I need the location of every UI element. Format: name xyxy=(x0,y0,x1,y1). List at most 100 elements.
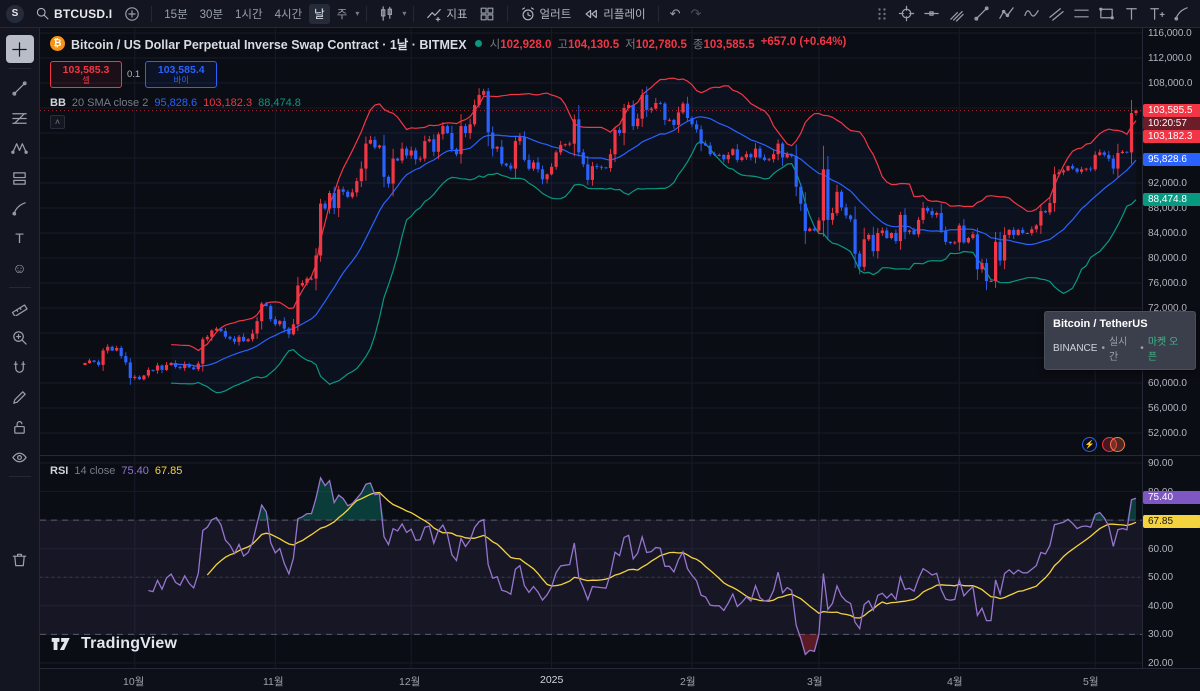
magnet-button[interactable] xyxy=(6,353,34,381)
buy-button[interactable]: 103,585.4 바이 xyxy=(145,61,217,88)
rectangle-tool-button[interactable] xyxy=(1094,3,1119,25)
alert-button[interactable]: 얼러트 xyxy=(515,4,577,24)
time-axis[interactable]: 10월11월12월20252월3월4월5월 xyxy=(40,668,1200,691)
rsi-chart-canvas[interactable] xyxy=(40,455,1142,668)
channel-tool-button[interactable] xyxy=(1044,3,1069,25)
pane-separator[interactable] xyxy=(40,455,1200,456)
text-tool-button[interactable] xyxy=(1119,3,1144,25)
rsi-legend-row[interactable]: RSI 14 close 75.40 67.85 xyxy=(50,465,182,477)
tooltip-exchange: BINANCE xyxy=(1053,343,1097,354)
indicators-button[interactable]: 지표 xyxy=(421,4,472,24)
sidebar-separator xyxy=(9,476,31,477)
zoom-in-button[interactable] xyxy=(6,323,34,351)
sidebar-separator xyxy=(9,68,31,69)
interval-dropdown-icon[interactable]: ▾ xyxy=(355,9,359,18)
lightning-icon[interactable]: ⚡ xyxy=(1082,437,1097,452)
remove-drawings-button[interactable] xyxy=(6,545,34,573)
indicators-icon xyxy=(426,6,442,22)
pitchfork-icon xyxy=(948,5,965,22)
replay-button[interactable]: 리플레이 xyxy=(578,4,650,24)
sidebar-separator xyxy=(9,287,31,288)
replay-icon xyxy=(583,6,599,22)
chart-type-button[interactable] xyxy=(374,3,399,25)
bb-upper-value: 103,182.3 xyxy=(203,97,252,109)
position-tool-icon xyxy=(11,170,28,187)
rectangle-icon xyxy=(1098,5,1115,22)
polyline-tool-button[interactable] xyxy=(994,3,1019,25)
rsi-value: 75.40 xyxy=(121,465,149,477)
interval-4h-button[interactable]: 4시간 xyxy=(270,4,308,24)
wave-tool-button[interactable] xyxy=(1019,3,1044,25)
interval-1w-button[interactable]: 주 xyxy=(332,4,353,24)
market-status-dot-icon xyxy=(475,40,482,47)
interval-1h-button[interactable]: 1시간 xyxy=(230,4,268,24)
redo-button[interactable]: ↷ xyxy=(687,6,706,22)
plus-circle-icon xyxy=(124,6,140,22)
user-menu-button[interactable]: S xyxy=(6,5,24,23)
tooltip-realtime: 실시간 xyxy=(1109,333,1136,363)
layout-button[interactable] xyxy=(475,3,500,25)
drag-handle-icon[interactable] xyxy=(869,3,894,25)
symbol-tooltip: Bitcoin / TetherUS BINANCE • 실시간 • 마켓 오픈 xyxy=(1044,311,1196,370)
text-button[interactable]: T xyxy=(6,224,34,252)
tradingview-watermark[interactable]: TradingView xyxy=(50,635,177,653)
parallel-channel-icon xyxy=(1048,5,1065,22)
brush-icon xyxy=(11,200,28,217)
change-value: +657.0 (+0.64%) xyxy=(761,36,847,52)
countdown-badge: 10:20:57 xyxy=(1143,117,1200,130)
replay-label: 리플레이 xyxy=(603,6,645,22)
sell-button[interactable]: 103,585.3 셀 xyxy=(50,61,122,88)
smiley-icon: ☺ xyxy=(12,261,26,275)
spread-value: 0.1 xyxy=(127,69,140,80)
lock-drawings-button[interactable] xyxy=(6,413,34,441)
quick-icons: ⚡ xyxy=(1082,437,1126,452)
collapse-legend-button[interactable]: ˄ xyxy=(50,115,65,129)
hot-pairs-icon[interactable] xyxy=(1102,437,1126,452)
symbol-legend-row[interactable]: ₿ Bitcoin / US Dollar Perpetual Inverse … xyxy=(50,34,846,53)
toolbar-separator xyxy=(658,6,659,22)
toolbar-tools xyxy=(869,3,1194,25)
brush-tool-button[interactable] xyxy=(1169,3,1194,25)
tooltip-title: Bitcoin / TetherUS xyxy=(1053,318,1187,330)
emoji-button[interactable]: ☺ xyxy=(6,254,34,282)
chart-type-dropdown-icon[interactable]: ▾ xyxy=(402,9,406,18)
pencil-icon xyxy=(11,389,28,406)
top-toolbar: S BTCUSD.I 15분 30분 1시간 4시간 날 주 ▾ ▾ xyxy=(0,0,1200,28)
compare-add-button[interactable] xyxy=(119,3,144,25)
unlock-icon xyxy=(11,419,28,436)
bb-lower-badge: 88,474.8 xyxy=(1143,193,1200,206)
interval-1d-button[interactable]: 날 xyxy=(309,4,330,24)
xabcd-pattern-icon xyxy=(11,140,28,157)
alert-label: 얼러트 xyxy=(540,6,572,22)
ruler-icon xyxy=(11,299,28,316)
symbol-search-button[interactable]: BTCUSD.I xyxy=(30,4,117,23)
magnet-icon xyxy=(11,359,28,376)
xabcd-pattern-button[interactable] xyxy=(6,134,34,162)
text-icon xyxy=(1123,5,1140,22)
cross-cursor-icon xyxy=(11,41,28,58)
pitchfork-tool-button[interactable] xyxy=(944,3,969,25)
long-position-button[interactable] xyxy=(6,164,34,192)
measure-button[interactable] xyxy=(6,293,34,321)
fib-retracement-button[interactable] xyxy=(6,104,34,132)
horizontal-line-tool-button[interactable] xyxy=(919,3,944,25)
trend-line-tool-button[interactable] xyxy=(969,3,994,25)
crosshair-tool-button[interactable] xyxy=(894,3,919,25)
drawing-toolbar: T ☺ xyxy=(0,28,40,691)
horizontal-line-icon xyxy=(923,5,940,22)
undo-button[interactable]: ↶ xyxy=(666,6,685,22)
toolbar-left: S BTCUSD.I 15분 30분 1시간 4시간 날 주 ▾ ▾ xyxy=(6,3,705,25)
hide-drawings-button[interactable] xyxy=(6,443,34,471)
toolbar-separator xyxy=(366,6,367,22)
interval-15m-button[interactable]: 15분 xyxy=(159,4,192,24)
last-price-badge: 103,585.5 xyxy=(1143,104,1200,117)
interval-30m-button[interactable]: 30분 xyxy=(195,4,228,24)
draw-mode-button[interactable] xyxy=(6,383,34,411)
brush-button[interactable] xyxy=(6,194,34,222)
trend-line-button[interactable] xyxy=(6,74,34,102)
cursor-cross-button[interactable] xyxy=(6,35,34,63)
bb-legend-row[interactable]: BB 20 SMA close 2 95,828.6 103,182.3 88,… xyxy=(50,97,846,109)
flat-lines-tool-button[interactable] xyxy=(1069,3,1094,25)
anchored-text-tool-button[interactable] xyxy=(1144,3,1169,25)
dots-grid-icon xyxy=(877,7,887,21)
